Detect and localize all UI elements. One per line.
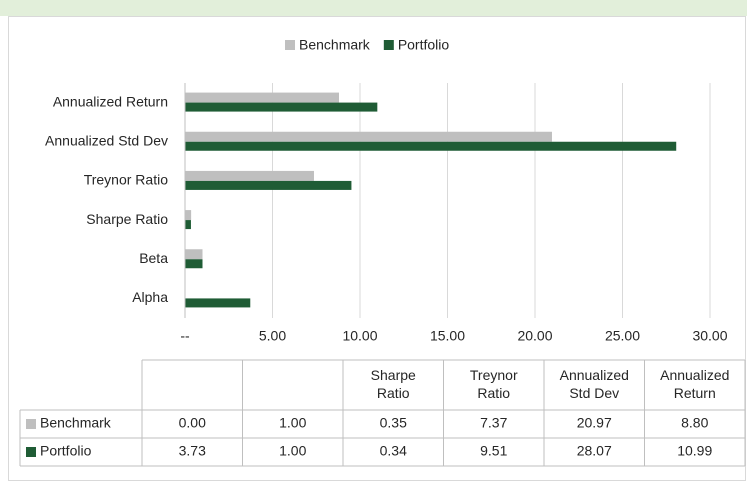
table-value: 28.07 [577, 443, 612, 459]
bar [185, 249, 203, 260]
x-tick-label: 10.00 [342, 328, 377, 344]
table-value: 0.35 [380, 415, 407, 431]
table-value: 1.00 [279, 415, 306, 431]
bar [185, 259, 203, 269]
table-value: 9.51 [480, 443, 507, 459]
bar [185, 131, 552, 142]
bar [185, 210, 192, 221]
y-tick-label: Sharpe Ratio [86, 211, 168, 227]
bar [185, 298, 251, 308]
table-header: Annualized Std Dev [560, 367, 629, 401]
y-tick-label: Annualized Return [53, 93, 168, 109]
y-tick-label: Treynor Ratio [84, 172, 169, 188]
table-value: 0.34 [380, 443, 407, 459]
x-tick-label: 15.00 [430, 328, 465, 344]
x-tick-label: -- [180, 328, 190, 344]
table-value: 8.80 [681, 415, 708, 431]
bar [185, 102, 378, 112]
bar [185, 170, 314, 181]
bar [185, 220, 191, 230]
x-tick-label: 5.00 [259, 328, 286, 344]
table-value: 1.00 [279, 443, 306, 459]
y-tick-label: Beta [139, 250, 168, 266]
table-value: 3.73 [179, 443, 206, 459]
table-value: 10.99 [677, 443, 712, 459]
bar [185, 92, 339, 103]
legend-swatch [383, 40, 394, 50]
table-value: 0.00 [179, 415, 206, 431]
table-value: 20.97 [577, 415, 612, 431]
row-label: Benchmark [40, 415, 112, 431]
legend-key [26, 447, 36, 457]
table-header: Annualized Return [660, 367, 729, 401]
x-tick-label: 20.00 [517, 328, 552, 344]
row-label: Portfolio [40, 443, 92, 459]
bar [185, 141, 677, 151]
legend-key [26, 419, 36, 429]
legend-label: Benchmark [299, 37, 371, 53]
table-value: 7.37 [480, 415, 507, 431]
table-header: Treynor Ratio [470, 367, 518, 401]
y-tick-label: Annualized Std Dev [45, 132, 168, 148]
legend-label: Portfolio [398, 37, 450, 53]
x-tick-label: 25.00 [605, 328, 640, 344]
panel [8, 16, 746, 481]
y-tick-label: Alpha [132, 289, 168, 305]
header-band [0, 0, 747, 16]
bar [185, 180, 352, 190]
legend-swatch [285, 40, 295, 50]
x-tick-label: 30.00 [692, 328, 727, 344]
table-header: Sharpe Ratio [371, 367, 416, 401]
